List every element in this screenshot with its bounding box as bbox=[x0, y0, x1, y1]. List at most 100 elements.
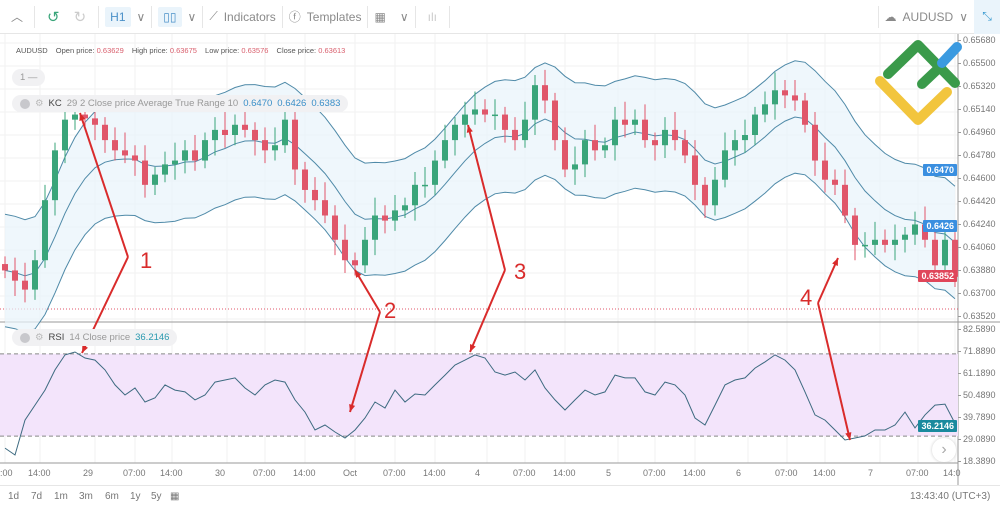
candle-body bbox=[132, 155, 138, 161]
logo-blue-stroke bbox=[937, 42, 962, 68]
candle-body bbox=[762, 104, 768, 115]
candle-body bbox=[592, 140, 598, 151]
candle-body bbox=[732, 140, 738, 151]
time-tick: 14:00 bbox=[813, 468, 836, 478]
candle-body bbox=[922, 224, 928, 240]
annotation-label: 2 bbox=[384, 298, 396, 323]
indicators-button[interactable]: ⟋ Indicators bbox=[209, 9, 276, 24]
candle-body bbox=[342, 239, 348, 261]
collapse-arrows-icon: ⤡ bbox=[982, 9, 992, 23]
chevron-down-icon[interactable]: ∨ bbox=[187, 9, 197, 24]
pane-counter[interactable]: 1 — bbox=[12, 69, 46, 86]
remove-indicator-icon[interactable] bbox=[20, 332, 30, 343]
candle-type-icon[interactable]: ▯▯ bbox=[158, 6, 182, 27]
candle-body bbox=[512, 129, 518, 141]
candle-body bbox=[642, 119, 648, 141]
scroll-right-button[interactable]: › bbox=[932, 438, 956, 462]
candle-body bbox=[542, 85, 548, 101]
arrow-head bbox=[79, 113, 86, 121]
redo-icon[interactable]: ↻ bbox=[73, 8, 87, 26]
time-tick: 4 bbox=[475, 468, 481, 478]
rsi-tick: 39.7890 bbox=[958, 412, 996, 422]
templates-button[interactable]: ⓕ Templates bbox=[288, 9, 362, 25]
range-7d[interactable]: 7d bbox=[31, 491, 43, 502]
range-1m[interactable]: 1m bbox=[54, 491, 68, 502]
collapse-button[interactable]: ︿ bbox=[0, 0, 34, 34]
arrow-head bbox=[466, 125, 473, 133]
candle-body bbox=[402, 205, 408, 211]
range-3m[interactable]: 3m bbox=[79, 491, 93, 502]
time-tick: 07:00 bbox=[383, 468, 406, 478]
undo-icon[interactable]: ↺ bbox=[47, 8, 60, 26]
candle-body bbox=[702, 184, 708, 206]
annotation-label: 4 bbox=[800, 285, 812, 310]
candle-body bbox=[432, 160, 438, 185]
time-tick: 14:00 bbox=[423, 468, 446, 478]
time-tick: 07:00 bbox=[253, 468, 276, 478]
gear-icon[interactable]: ⚙ bbox=[35, 332, 44, 343]
candle-body bbox=[292, 119, 298, 170]
kc-indicator-label: ⚙ KC 29 2 Close price Average True Range … bbox=[12, 95, 349, 112]
rsi-tick: 18.3890 bbox=[958, 456, 996, 466]
candle-body bbox=[752, 114, 758, 135]
function-icon: ⓕ bbox=[288, 10, 301, 24]
fullscreen-exit-button[interactable]: ⤡ bbox=[974, 0, 1000, 34]
kc-upper-badge: 0.6470 bbox=[923, 164, 957, 176]
rsi-axis[interactable]: 82.5890 71.8890 61.1890 50.4890 39.7890 29.08… bbox=[958, 0, 1000, 466]
time-tick: 07:00 bbox=[906, 468, 929, 478]
candle-body bbox=[662, 129, 668, 146]
gear-icon[interactable]: ⚙ bbox=[35, 98, 44, 109]
candle-body bbox=[302, 169, 308, 190]
chevron-down-icon: ∨ bbox=[959, 9, 968, 24]
calendar-icon[interactable]: ▦ bbox=[374, 9, 386, 24]
candle-body bbox=[52, 150, 58, 201]
candle-body bbox=[782, 90, 788, 96]
price-tick: 0.65500 bbox=[958, 58, 996, 68]
candle-body bbox=[362, 239, 368, 266]
annotation-label: 3 bbox=[514, 259, 526, 284]
remove-indicator-icon[interactable] bbox=[20, 98, 30, 109]
price-tick: 0.64060 bbox=[958, 242, 996, 252]
candle-body bbox=[312, 189, 318, 201]
time-tick: 07:00 bbox=[643, 468, 666, 478]
candle-body bbox=[582, 140, 588, 165]
candle-body bbox=[632, 119, 638, 125]
time-tick: 14:00 bbox=[683, 468, 706, 478]
price-axis[interactable]: 0.65680 0.65500 0.65320 0.65140 0.64960 0.647… bbox=[958, 0, 1000, 322]
calendar-icon[interactable]: ▦ bbox=[170, 491, 180, 502]
last-price-badge: 0.63852 bbox=[918, 270, 957, 282]
time-tick: :00 bbox=[0, 468, 13, 478]
time-tick: 30 bbox=[215, 468, 226, 478]
symbol-selector[interactable]: ☁ AUDUSD ∨ bbox=[884, 9, 968, 24]
ohlc-legend: AUDUSD Open price: 0.63629 High price: 0… bbox=[16, 46, 346, 55]
chart-stats-icon[interactable]: ılı bbox=[427, 9, 437, 24]
time-tick: 07:00 bbox=[513, 468, 536, 478]
candle-body bbox=[222, 129, 228, 135]
candle-body bbox=[812, 124, 818, 161]
candle-body bbox=[882, 239, 888, 245]
candle-body bbox=[842, 184, 848, 216]
range-6m[interactable]: 6m bbox=[105, 491, 119, 502]
candle-body bbox=[372, 215, 378, 240]
price-tick: 0.64600 bbox=[958, 173, 996, 183]
candle-body bbox=[892, 239, 898, 245]
candle-body bbox=[482, 109, 488, 115]
range-5y[interactable]: 5y bbox=[151, 491, 162, 502]
candle-body bbox=[942, 239, 948, 266]
price-tick: 0.64420 bbox=[958, 196, 996, 206]
candle-body bbox=[62, 119, 68, 151]
candle-body bbox=[32, 260, 38, 290]
chevron-down-icon[interactable]: ∨ bbox=[399, 9, 409, 24]
candle-body bbox=[22, 280, 28, 290]
range-1y[interactable]: 1y bbox=[130, 491, 141, 502]
candle-body bbox=[382, 215, 388, 221]
candle-body bbox=[792, 95, 798, 101]
chevron-down-icon[interactable]: ∨ bbox=[136, 9, 146, 24]
range-1d[interactable]: 1d bbox=[8, 491, 20, 502]
price-tick: 0.64240 bbox=[958, 219, 996, 229]
indicators-icon: ⟋ bbox=[209, 9, 218, 23]
annotation-arrow bbox=[467, 124, 506, 271]
timeframe-button[interactable]: H1 bbox=[105, 6, 131, 27]
candle-body bbox=[602, 145, 608, 151]
